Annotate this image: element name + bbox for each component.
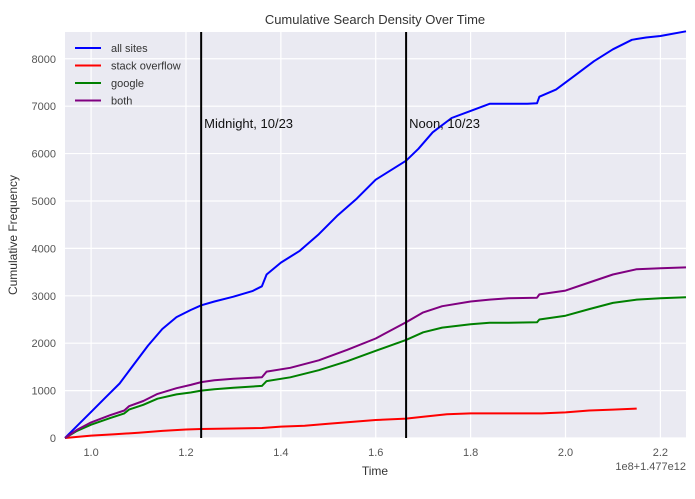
y-tick-label: 2000 <box>32 338 56 350</box>
event-annotation: Midnight, 10/23 <box>204 116 293 131</box>
legend-label: stack overflow <box>111 61 181 73</box>
series-both <box>64 266 687 439</box>
x-tick-label: 2.0 <box>558 447 573 459</box>
legend-label: google <box>111 78 144 90</box>
chart-title: Cumulative Search Density Over Time <box>265 12 485 27</box>
y-tick-label: 0 <box>50 433 56 445</box>
y-tick-label: 6000 <box>32 149 56 161</box>
x-tick-label: 1.4 <box>273 447 288 459</box>
legend-item: both <box>75 96 132 108</box>
legend: all sites stack overflow google both <box>75 43 181 108</box>
series-lines <box>64 30 687 439</box>
event-annotation: Noon, 10/23 <box>409 116 480 131</box>
y-tick-label: 8000 <box>32 54 56 66</box>
y-tick-label: 7000 <box>32 101 56 113</box>
y-tick-label: 5000 <box>32 196 56 208</box>
y-axis-ticks: 0 1000 2000 3000 4000 5000 6000 7000 8000 <box>32 54 56 445</box>
legend-item: google <box>75 78 144 90</box>
series-google <box>64 296 687 439</box>
legend-item: stack overflow <box>75 61 181 73</box>
x-tick-label: 1.2 <box>178 447 193 459</box>
series-all-sites <box>64 30 687 439</box>
x-tick-label: 1.8 <box>463 447 478 459</box>
x-tick-label: 1.6 <box>368 447 383 459</box>
legend-label: all sites <box>111 43 148 55</box>
x-axis-offset-label: 1e8+1.477e12 <box>615 461 686 473</box>
y-tick-label: 4000 <box>32 243 56 255</box>
x-axis-label: Time <box>362 464 389 478</box>
series-stack-overflow <box>64 407 637 439</box>
legend-label: both <box>111 96 132 108</box>
legend-item: all sites <box>75 43 148 55</box>
y-tick-label: 3000 <box>32 291 56 303</box>
y-tick-label: 1000 <box>32 386 56 398</box>
x-tick-label: 2.2 <box>653 447 668 459</box>
event-markers: Midnight, 10/23 Noon, 10/23 <box>200 32 480 438</box>
x-axis-ticks: 1.0 1.2 1.4 1.6 1.8 2.0 2.2 <box>83 447 668 459</box>
y-axis-label: Cumulative Frequency <box>6 175 20 295</box>
x-tick-label: 1.0 <box>83 447 98 459</box>
